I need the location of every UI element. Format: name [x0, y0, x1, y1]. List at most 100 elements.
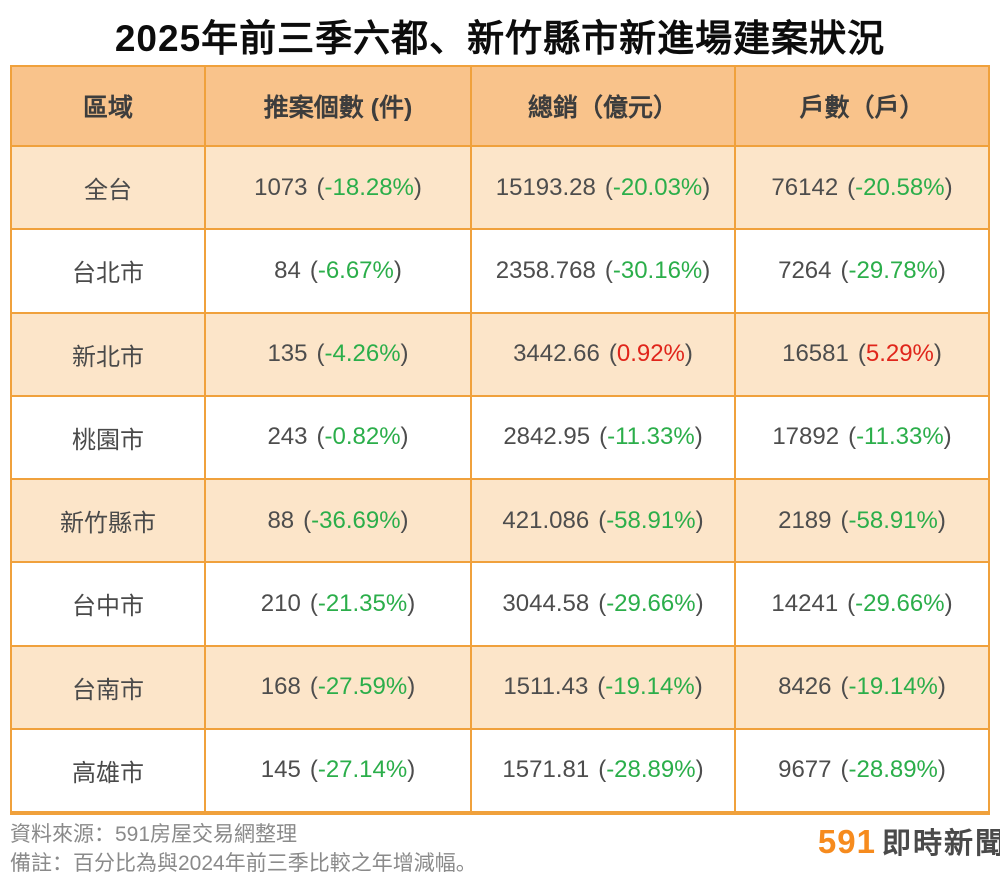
- footer-notes: 資料來源：591房屋交易網整理 備註：百分比為與2024年前三季比較之年增減幅。: [10, 820, 477, 878]
- region-cell: 台中市: [12, 563, 204, 645]
- sales-value: 1571.81: [502, 756, 590, 784]
- projects-value: 88: [267, 506, 295, 534]
- sales-cell: 15193.28 -20.03%: [472, 147, 734, 229]
- projects-cell: 88 -36.69%: [206, 480, 470, 562]
- region-label: 台北市: [72, 260, 144, 288]
- sales-cell: 3044.58 -29.66%: [472, 563, 734, 645]
- units-cell: 7264 -29.78%: [736, 230, 988, 312]
- sales-value: 421.086: [502, 506, 590, 534]
- units-cell: 76142 -20.58%: [736, 147, 988, 229]
- projects-pct: -36.69%: [311, 506, 401, 534]
- units-cell: 9677 -28.89%: [736, 729, 988, 811]
- units-value: 7264: [778, 256, 832, 284]
- units-pct: -20.58%: [855, 173, 945, 201]
- sales-value: 15193.28: [495, 173, 596, 201]
- units-value: 17892: [772, 423, 840, 451]
- projects-value: 210: [260, 589, 301, 617]
- sales-cell: 1571.81 -28.89%: [472, 729, 734, 811]
- sales-pct: -19.14%: [605, 673, 695, 701]
- region-cell: 全台: [12, 147, 204, 229]
- brand-logo: 591 即時新聞: [818, 820, 1000, 862]
- region-label: 新北市: [72, 343, 144, 371]
- region-label: 桃園市: [72, 426, 144, 454]
- projects-cell: 135 -4.26%: [206, 313, 470, 395]
- logo-number: 591: [817, 823, 876, 860]
- sales-pct: -28.89%: [606, 756, 696, 784]
- region-cell: 台北市: [12, 230, 204, 312]
- units-cell: 14241 -29.66%: [736, 563, 988, 645]
- header-cell-region: 區域: [12, 67, 204, 145]
- region-label: 台中市: [72, 593, 144, 621]
- sales-cell: 2358.768 -30.16%: [472, 230, 734, 312]
- projects-cell: 210 -21.35%: [206, 563, 470, 645]
- region-label: 高雄市: [72, 759, 144, 787]
- footer-note: 備註：百分比為與2024年前三季比較之年增減幅。: [10, 852, 477, 875]
- projects-cell: 145 -27.14%: [206, 729, 470, 811]
- units-value: 9677: [778, 756, 832, 784]
- projects-pct: -27.59%: [317, 673, 408, 701]
- units-value: 16581: [782, 340, 849, 368]
- projects-value: 135: [267, 340, 308, 368]
- sales-pct: -58.91%: [606, 506, 696, 534]
- projects-pct: -21.35%: [317, 589, 408, 617]
- projects-pct: -18.28%: [324, 173, 414, 201]
- sales-value: 2842.95: [503, 423, 591, 451]
- units-pct: -29.66%: [855, 589, 945, 617]
- units-pct: -58.91%: [848, 506, 938, 534]
- units-pct: -28.89%: [848, 756, 938, 784]
- sales-value: 3442.66: [513, 340, 600, 368]
- projects-value: 243: [267, 423, 308, 451]
- projects-pct: -0.82%: [324, 423, 401, 451]
- sales-cell: 421.086 -58.91%: [472, 480, 734, 562]
- sales-cell: 1511.43 -19.14%: [472, 646, 734, 728]
- footer-source: 資料來源：591房屋交易網整理: [10, 823, 298, 846]
- sales-value: 2358.768: [495, 256, 596, 284]
- projects-value: 145: [260, 756, 301, 784]
- footer: 資料來源：591房屋交易網整理 備註：百分比為與2024年前三季比較之年增減幅。…: [10, 820, 1000, 878]
- units-cell: 17892 -11.33%: [736, 396, 988, 478]
- units-pct: -19.14%: [848, 673, 938, 701]
- sales-pct: -29.66%: [606, 589, 696, 617]
- units-pct: 5.29%: [865, 340, 934, 368]
- header-cell-projects: 推案個數 (件): [206, 67, 470, 145]
- sales-pct: 0.92%: [616, 340, 685, 368]
- projects-cell: 84 -6.67%: [206, 230, 470, 312]
- projects-cell: 168 -27.59%: [206, 646, 470, 728]
- header-cell-units: 戶數（戶）: [736, 67, 988, 145]
- units-pct: -11.33%: [856, 423, 944, 451]
- region-cell: 新竹縣市: [12, 480, 204, 562]
- sales-pct: -11.33%: [607, 423, 695, 451]
- region-label: 全台: [84, 177, 132, 205]
- units-value: 2189: [778, 506, 832, 534]
- units-value: 14241: [771, 589, 839, 617]
- data-table: 區域 推案個數 (件) 總銷（億元） 戶數（戶） 全台 1073-18.28% …: [10, 65, 990, 815]
- sales-value: 1511.43: [503, 673, 589, 701]
- sales-value: 3044.58: [502, 589, 590, 617]
- region-cell: 台南市: [12, 646, 204, 728]
- units-pct: -29.78%: [848, 256, 938, 284]
- region-label: 台南市: [72, 676, 144, 704]
- projects-value: 168: [260, 673, 301, 701]
- units-cell: 8426 -19.14%: [736, 646, 988, 728]
- sales-pct: -30.16%: [612, 256, 703, 284]
- header-cell-sales: 總銷（億元）: [472, 67, 734, 145]
- projects-cell: 1073 -18.28%: [206, 147, 470, 229]
- region-cell: 高雄市: [12, 729, 204, 811]
- projects-value: 1073: [254, 173, 308, 201]
- units-cell: 2189 -58.91%: [736, 480, 988, 562]
- projects-value: 84: [274, 256, 301, 284]
- projects-pct: -27.14%: [317, 756, 408, 784]
- logo-text: 即時新聞: [881, 828, 1000, 860]
- sales-cell: 3442.66 0.92%: [472, 313, 734, 395]
- units-value: 76142: [771, 173, 839, 201]
- units-value: 8426: [778, 673, 832, 701]
- sales-pct: -20.03%: [612, 173, 703, 201]
- projects-cell: 243 -0.82%: [206, 396, 470, 478]
- region-cell: 桃園市: [12, 396, 204, 478]
- projects-pct: -6.67%: [317, 256, 394, 284]
- projects-pct: -4.26%: [324, 340, 401, 368]
- sales-cell: 2842.95 -11.33%: [472, 396, 734, 478]
- page-title: 2025年前三季六都、新竹縣市新進場建案狀況: [114, 18, 886, 59]
- region-label: 新竹縣市: [60, 510, 156, 538]
